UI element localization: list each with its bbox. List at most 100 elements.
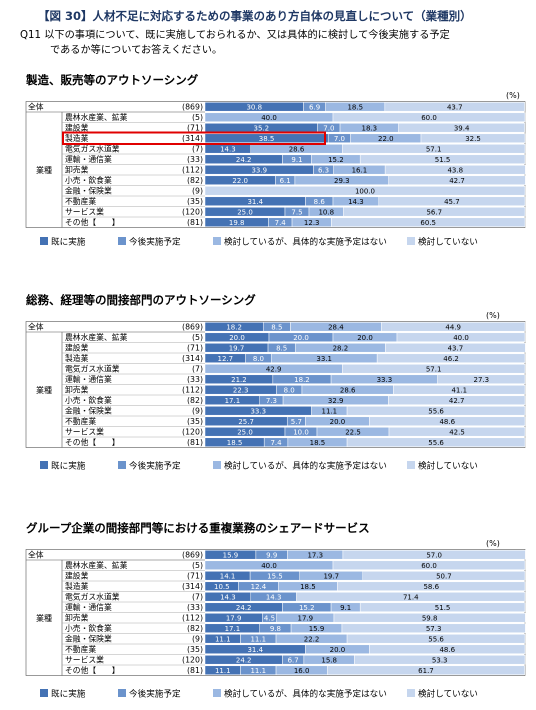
- data-label: 46.2: [443, 355, 459, 363]
- category-label: その他【 】: [65, 437, 120, 447]
- data-label: 11.1: [322, 407, 338, 415]
- data-label: 24.2: [236, 156, 252, 164]
- bar-segment: [342, 144, 526, 154]
- data-label: 25.0: [237, 208, 253, 216]
- data-label: 61.7: [418, 667, 434, 675]
- data-label: 7.0: [323, 124, 334, 132]
- n-label: (81): [187, 218, 203, 227]
- data-label: 22.0: [232, 177, 248, 185]
- bar-segment: [346, 634, 526, 644]
- data-label: 28.4: [328, 323, 344, 331]
- bar-segment: [378, 196, 526, 206]
- bar-segment: [342, 550, 526, 560]
- category-label: その他【 】: [65, 665, 120, 675]
- data-label: 14.3: [220, 145, 236, 153]
- chart-3: 業種 全体 (869) 15.9 9.9 17.3 57.0 農林水産業、鉱業 (5) 40.0 6…: [25, 549, 526, 699]
- n-label: (120): [182, 428, 203, 437]
- legend-swatch: [40, 461, 48, 469]
- category-label: 金融・保険業: [65, 634, 112, 644]
- data-label: 55.6: [428, 407, 444, 415]
- data-label: 57.1: [426, 145, 442, 153]
- data-label: 41.1: [451, 386, 467, 394]
- chart-3-unit: (%): [486, 539, 500, 548]
- data-label: 12.3: [304, 219, 320, 227]
- data-label: 30.8: [246, 103, 262, 111]
- data-label: 15.2: [299, 604, 315, 612]
- category-label: 小売・飲食業: [65, 175, 112, 185]
- legend-swatch: [213, 461, 221, 469]
- n-label: (9): [192, 187, 203, 196]
- legend-swatch: [118, 461, 126, 469]
- data-label: 17.1: [225, 625, 241, 633]
- data-label: 53.3: [432, 656, 448, 664]
- chart-3-title: グループ企業の間接部門等における重複業務のシェアードサービス: [26, 521, 370, 535]
- n-label: (35): [187, 417, 203, 426]
- n-label: (9): [192, 407, 203, 416]
- category-label: 小売・飲食業: [65, 623, 112, 633]
- category-label: 全体: [28, 322, 44, 332]
- category-label: 電気ガス水道業: [65, 364, 120, 374]
- data-label: 19.8: [229, 219, 245, 227]
- bar-segment: [420, 133, 526, 143]
- n-label: (82): [187, 176, 203, 185]
- n-label: (5): [192, 333, 203, 342]
- data-label: 33.1: [316, 355, 332, 363]
- question-line-1: Q11 以下の事項について、既に実施しておられるか、又は具体的に検討して今後実施…: [20, 30, 450, 41]
- legend-swatch: [407, 237, 415, 245]
- bar-segment: [346, 406, 526, 416]
- bar-segment: [369, 416, 526, 426]
- data-label: 33.9: [251, 166, 267, 174]
- bar-segment: [343, 207, 526, 217]
- data-label: 20.0: [330, 646, 346, 654]
- category-label: 不動産業: [65, 196, 96, 206]
- category-label: 卸売業: [65, 385, 89, 395]
- bar-segment: [388, 395, 526, 405]
- n-label: (869): [182, 103, 203, 112]
- category-label: 卸売業: [65, 165, 89, 175]
- question-line-2: であるか等についてお答えください。: [50, 45, 223, 56]
- data-label: 31.4: [247, 646, 263, 654]
- category-label: 金融・保険業: [65, 186, 112, 196]
- data-label: 60.0: [421, 562, 437, 570]
- bar-segment: [388, 427, 526, 437]
- data-label: 33.3: [377, 376, 393, 384]
- data-label: 17.3: [307, 551, 323, 559]
- n-label: (112): [182, 166, 203, 175]
- n-label: (120): [182, 656, 203, 665]
- n-label: (35): [187, 645, 203, 654]
- bar-segment: [384, 102, 525, 112]
- bar-segment: [337, 581, 526, 591]
- n-label: (35): [187, 197, 203, 206]
- n-label: (314): [182, 582, 203, 591]
- chart-1-title: 製造、販売等のアウトソーシング: [26, 73, 199, 87]
- legend-label: 検討しているが、具体的な実施予定はない: [224, 236, 387, 248]
- bar-segment: [346, 437, 526, 447]
- data-label: 18.5: [227, 439, 243, 447]
- data-label: 39.4: [454, 124, 470, 132]
- chart-frame: [25, 321, 526, 448]
- data-label: 40.0: [261, 114, 277, 122]
- chart-1: 業種 全体 (869) 30.8 6.9 18.5 43.7 農林水産業、鉱業 (5) 40.0 6…: [25, 101, 526, 248]
- data-label: 43.7: [448, 344, 464, 352]
- figure-title: 【図 30】人材不足に対応するための事業のあり方自体の見直しについて（業種別）: [38, 9, 472, 23]
- data-label: 28.6: [289, 145, 305, 153]
- data-label: 16.1: [352, 166, 368, 174]
- category-label: サービス業: [65, 655, 104, 665]
- n-label: (71): [187, 124, 203, 133]
- data-label: 14.3: [220, 593, 236, 601]
- data-label: 18.2: [294, 376, 310, 384]
- legend-swatch: [407, 461, 415, 469]
- data-label: 15.8: [321, 656, 337, 664]
- data-label: 59.8: [422, 614, 438, 622]
- bar-segment: [388, 175, 526, 185]
- n-label: (869): [182, 551, 203, 560]
- data-label: 35.2: [254, 124, 270, 132]
- data-label: 60.5: [420, 219, 436, 227]
- data-label: 9.1: [291, 156, 302, 164]
- chart-2: 業種 全体 (869) 18.2 8.5 28.4 44.9 農林水産業、鉱業 (5) 20.0 2…: [25, 321, 526, 471]
- data-label: 20.0: [357, 334, 373, 342]
- legend-label: 検討していない: [418, 236, 478, 248]
- category-label: 運輸・通信業: [65, 374, 112, 384]
- data-label: 56.7: [426, 208, 442, 216]
- category-label: 農林水産業、鉱業: [65, 560, 128, 570]
